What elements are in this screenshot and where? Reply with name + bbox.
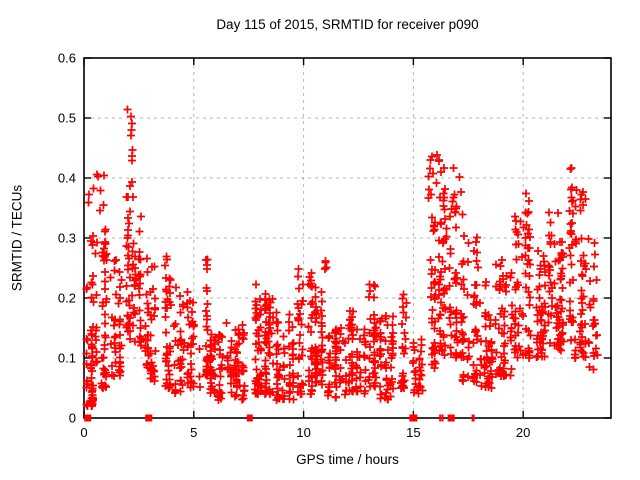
y-tick-label: 0	[69, 411, 76, 426]
scatter-points	[82, 105, 602, 410]
x-tick-label: 10	[296, 425, 310, 440]
y-tick-label: 0.6	[58, 51, 76, 66]
x-axis-label: GPS time / hours	[296, 452, 399, 467]
x-tick-label: 0	[80, 425, 87, 440]
x-tick-label: 5	[190, 425, 197, 440]
x-tick-label: 20	[516, 425, 530, 440]
baseline-squares	[84, 414, 475, 422]
x-tick-label: 15	[406, 425, 420, 440]
y-tick-label: 0.2	[58, 291, 76, 306]
y-tick-label: 0.3	[58, 231, 76, 246]
y-tick-label: 0.4	[58, 171, 76, 186]
y-tick-label: 0.5	[58, 111, 76, 126]
y-tick-label: 0.1	[58, 351, 76, 366]
chart-title: Day 115 of 2015, SRMTID for receiver p09…	[216, 17, 479, 32]
grid-layer	[84, 58, 611, 418]
